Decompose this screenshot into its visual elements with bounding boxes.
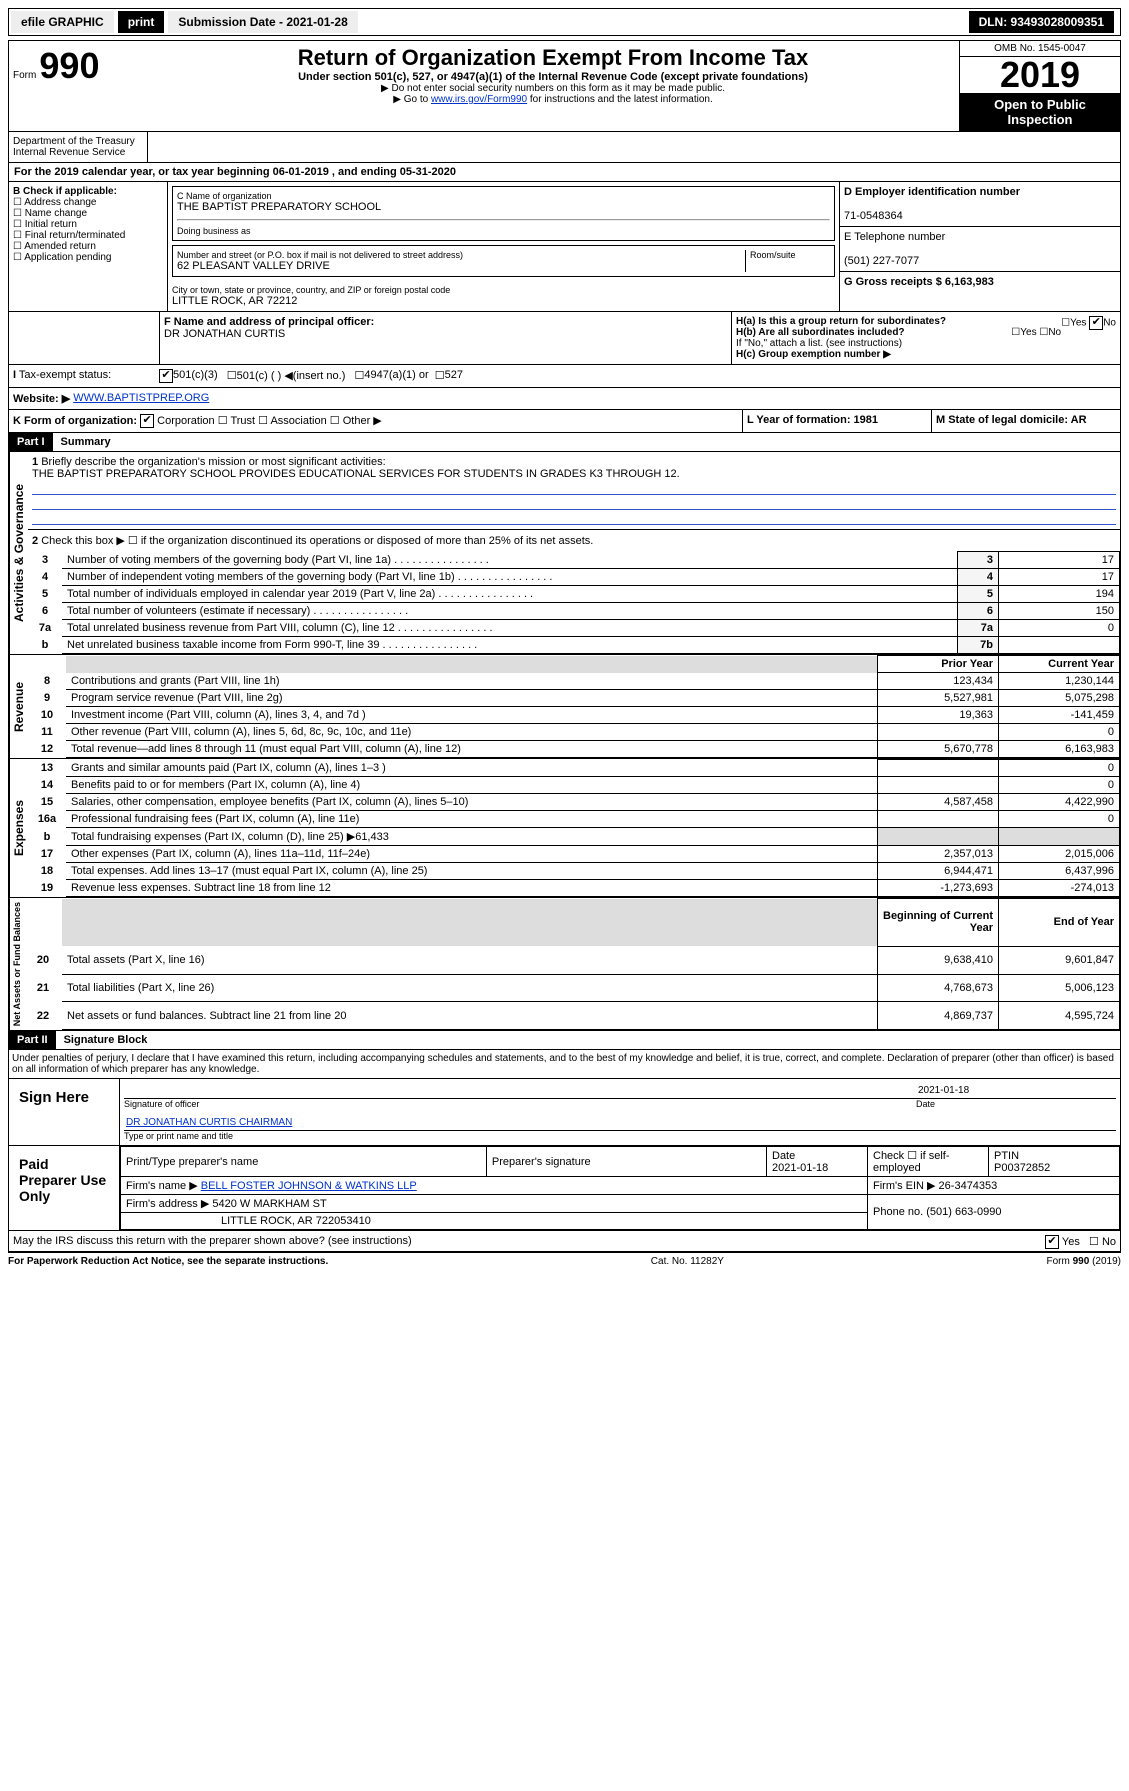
header-center: Return of Organization Exempt From Incom… <box>147 41 959 131</box>
self-employed[interactable]: Check ☐ if self-employed <box>868 1147 989 1177</box>
firm-phone: Phone no. (501) 663-0990 <box>868 1195 1120 1230</box>
gov-table: 3 Number of voting members of the govern… <box>28 551 1120 654</box>
year-formation: L Year of formation: 1981 <box>747 414 878 426</box>
telephone: (501) 227-7077 <box>844 255 919 267</box>
line-a: For the 2019 calendar year, or tax year … <box>8 163 1121 182</box>
checkbox-amended[interactable]: ☐ Amended return <box>13 241 96 252</box>
discuss-yes[interactable] <box>1045 1235 1059 1249</box>
note-1: ▶ Do not enter social security numbers o… <box>151 83 955 94</box>
open-public-badge: Open to Public Inspection <box>960 93 1120 131</box>
irs-link[interactable]: www.irs.gov/Form990 <box>431 94 527 105</box>
firm-name-link[interactable]: BELL FOSTER JOHNSON & WATKINS LLP <box>201 1180 417 1192</box>
gross-receipts: G Gross receipts $ 6,163,983 <box>844 276 994 288</box>
firm-address: 5420 W MARKHAM ST <box>212 1198 326 1210</box>
form-header: Form 990 Return of Organization Exempt F… <box>8 40 1121 132</box>
box-defg: D Employer identification number 71-0548… <box>839 182 1120 311</box>
box-j: Website: ▶ WWW.BAPTISTPREP.ORG <box>8 388 1121 410</box>
part-1-header: Part I Summary <box>8 433 1121 452</box>
checkbox-app[interactable]: ☐ Application pending <box>13 252 112 263</box>
netassets-table: Beginning of Current YearEnd of Year20 T… <box>24 898 1120 1030</box>
org-address: 62 PLEASANT VALLEY DRIVE <box>177 260 745 272</box>
mission: THE BAPTIST PREPARATORY SCHOOL PROVIDES … <box>32 468 680 480</box>
top-bar: efile GRAPHIC print Submission Date - 20… <box>8 8 1121 36</box>
print-button[interactable]: print <box>118 11 165 33</box>
check-501c3[interactable] <box>159 369 173 383</box>
dept-treasury: Department of the Treasury Internal Reve… <box>9 132 148 162</box>
state-domicile: M State of legal domicile: AR <box>936 414 1087 426</box>
org-city: LITTLE ROCK, AR 72212 <box>172 295 835 307</box>
perjury-statement: Under penalties of perjury, I declare th… <box>8 1050 1121 1079</box>
form-title: Return of Organization Exempt From Incom… <box>151 45 955 71</box>
part1-expenses: Expenses 13 Grants and similar amounts p… <box>8 759 1121 898</box>
paid-preparer-section: Paid Preparer Use Only Print/Type prepar… <box>8 1146 1121 1231</box>
ein: 71-0548364 <box>844 210 903 222</box>
dln-label: DLN: 93493028009351 <box>969 11 1114 33</box>
irs-discuss: May the IRS discuss this return with the… <box>8 1231 1121 1252</box>
box-f-h: F Name and address of principal officer:… <box>8 312 1121 365</box>
form-number-box: Form 990 <box>9 41 147 131</box>
checkbox-addr[interactable]: ☐ Address change <box>13 197 96 208</box>
principal-officer: DR JONATHAN CURTIS <box>164 328 285 340</box>
checkbox-final[interactable]: ☐ Final return/terminated <box>13 230 125 241</box>
sign-here-section: Sign Here Signature of officer 2021-01-1… <box>8 1079 1121 1146</box>
part1-governance: Activities & Governance 1 Briefly descri… <box>8 452 1121 655</box>
form-subtitle: Under section 501(c), 527, or 4947(a)(1)… <box>151 71 955 83</box>
page-footer: For Paperwork Reduction Act Notice, see … <box>8 1252 1121 1270</box>
sign-date: 2021-01-18 <box>916 1083 1116 1099</box>
header-right: OMB No. 1545-0047 2019 Open to Public In… <box>959 41 1120 131</box>
website-link[interactable]: WWW.BAPTISTPREP.ORG <box>73 392 209 405</box>
part-2-header: Part II Signature Block <box>8 1031 1121 1050</box>
box-b: B Check if applicable: ☐ Address change … <box>9 182 168 311</box>
h-c: H(c) Group exemption number ▶ <box>736 349 1116 360</box>
prep-date: 2021-01-18 <box>772 1162 828 1174</box>
note-2: ▶ Go to www.irs.gov/Form990 for instruct… <box>151 94 955 105</box>
box-i: I Tax-exempt status: 501(c)(3) ☐ 501(c) … <box>8 365 1121 388</box>
box-klm: K Form of organization: Corporation ☐ Tr… <box>8 410 1121 433</box>
submission-date: Submission Date - 2021-01-28 <box>168 11 357 33</box>
form-label: Form <box>13 70 36 81</box>
tax-year: 2019 <box>960 57 1120 93</box>
revenue-table: Prior YearCurrent Year8 Contributions an… <box>28 655 1120 758</box>
firm-city: LITTLE ROCK, AR 722053410 <box>121 1213 868 1230</box>
efile-label: efile GRAPHIC <box>11 11 114 33</box>
ptin: P00372852 <box>994 1162 1050 1174</box>
checkbox-initial[interactable]: ☐ Initial return <box>13 219 77 230</box>
h-a: H(a) Is this a group return for subordin… <box>736 316 1116 327</box>
form-990: 990 <box>39 45 99 86</box>
officer-name-link[interactable]: DR JONATHAN CURTIS CHAIRMAN <box>126 1117 292 1128</box>
firm-ein: Firm's EIN ▶ 26-3474353 <box>868 1177 1120 1195</box>
part1-revenue: Revenue Prior YearCurrent Year8 Contribu… <box>8 655 1121 759</box>
org-name: THE BAPTIST PREPARATORY SCHOOL <box>177 201 830 213</box>
part1-netassets: Net Assets or Fund Balances Beginning of… <box>8 898 1121 1031</box>
box-c: C Name of organization THE BAPTIST PREPA… <box>168 182 839 311</box>
checkbox-name[interactable]: ☐ Name change <box>13 208 87 219</box>
dept-row: Department of the Treasury Internal Reve… <box>8 132 1121 163</box>
expenses-table: 13 Grants and similar amounts paid (Part… <box>28 759 1120 897</box>
h-b: H(b) Are all subordinates included? ☐Yes… <box>736 327 1116 338</box>
section-bcdefg: B Check if applicable: ☐ Address change … <box>8 182 1121 312</box>
